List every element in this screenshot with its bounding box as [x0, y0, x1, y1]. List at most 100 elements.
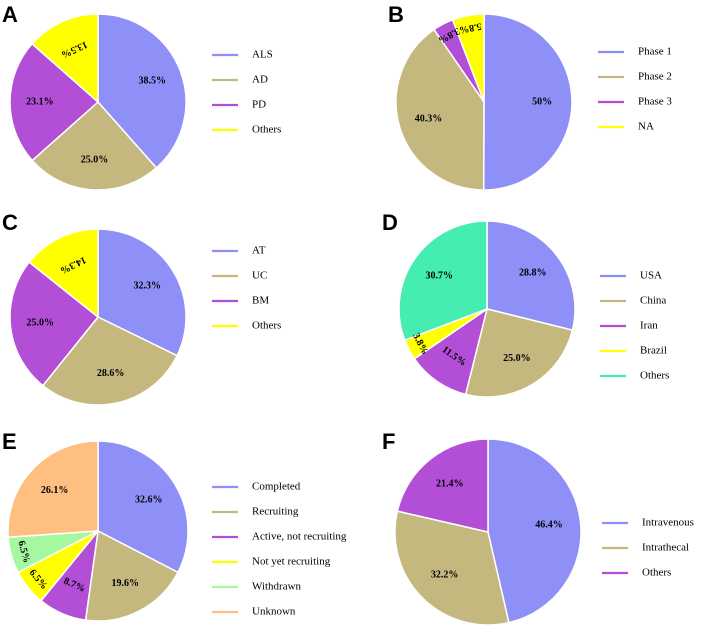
slice-label-recruiting: 19.6% [112, 578, 140, 589]
slice-label-bm: 25.0% [27, 318, 55, 329]
legend-label: Unknown [252, 606, 296, 618]
legend-label: AD [252, 74, 268, 86]
pie-slice-phase-2 [395, 28, 485, 191]
legend-label: Iran [640, 320, 658, 332]
pie-slices [7, 440, 189, 622]
pie-slice-unknown [7, 440, 99, 539]
slice-label-intrathecal: 32.2% [431, 570, 459, 581]
slice-label-unknown: 26.1% [41, 485, 69, 496]
pie-slices [394, 438, 582, 626]
slice-label-pd: 23.1% [26, 96, 54, 107]
pie-slice-china [464, 308, 574, 398]
legend-label: Phase 3 [638, 96, 672, 108]
legend-label: Withdrawn [252, 581, 302, 593]
pie-slice-others [30, 13, 99, 104]
pie-slice-others [28, 228, 99, 319]
legend-label: Others [642, 567, 671, 579]
pie-slice-intravenous [487, 438, 582, 624]
legend-item-unknown: Unknown [212, 606, 296, 618]
legend-item-others: Others [212, 320, 281, 332]
legend-label: ALS [252, 49, 273, 61]
pie-slice-bm [9, 261, 100, 387]
legend-item-ad: AD [212, 74, 268, 86]
legend-item-others: Others [212, 124, 281, 136]
legend-label: Recruiting [252, 506, 299, 518]
legend-label: Intravenous [642, 517, 694, 529]
panel-c: C 32.3% 28.6% 25.0% 14.3% AT UC BM Others [0, 205, 354, 415]
slice-label-at: 32.3% [134, 281, 162, 292]
legend-item-withdrawn: Withdrawn [212, 581, 302, 593]
legend-item-intrathecal: Intrathecal [602, 542, 689, 554]
panel-letter: B [388, 2, 404, 27]
pie-slice-phase-1 [482, 13, 573, 191]
legend-item-phase-2: Phase 2 [598, 71, 672, 83]
slice-label-others: 21.4% [436, 478, 464, 489]
legend-item-usa: USA [600, 270, 662, 282]
panel-letter: A [2, 2, 18, 27]
legend-item-uc: UC [212, 270, 267, 282]
legend-item-not-yet-recruiting: Not yet recruiting [212, 556, 331, 568]
panel-letter: C [2, 210, 18, 235]
pie-chart-e: 32.6%19.6%8.7%6.5%6.5%26.1% CompletedRecr… [7, 440, 347, 622]
pie-slice-pd [9, 42, 100, 162]
legend-item-pd: PD [212, 99, 266, 111]
slice-labels: 46.4% 32.2% 21.4% [431, 478, 563, 580]
legend-label: Others [640, 370, 669, 382]
pie-slice-usa [486, 220, 576, 332]
legend: AT UC BM Others [212, 245, 281, 332]
pie-slices [395, 13, 573, 191]
panel-letter: E [2, 429, 17, 454]
legend-item-phase-3: Phase 3 [598, 96, 672, 108]
legend-label: Brazil [640, 345, 667, 357]
slice-label-intravenous: 46.4% [535, 519, 563, 530]
pie-slices [398, 220, 576, 398]
legend-label: AT [252, 245, 266, 257]
legend-label: BM [252, 295, 269, 307]
legend-label: Active, not recruiting [252, 531, 347, 543]
legend-item-active-not-recruiting: Active, not recruiting [212, 531, 347, 543]
pie-slice-na [451, 13, 485, 103]
pie-slice-completed [97, 440, 189, 574]
legend-label: Not yet recruiting [252, 556, 331, 568]
legend-item-others: Others [602, 567, 671, 579]
legend-label: USA [640, 270, 662, 282]
legend-item-recruiting: Recruiting [212, 506, 299, 518]
slice-label-als: 38.5% [139, 76, 167, 87]
slice-label-na: 5.8% [458, 20, 482, 35]
pie-slice-uc [41, 316, 179, 406]
panel-d: D 28.8% 25.0% 11.5% 3.8% 30.7% USA China Iran Br… [354, 205, 708, 415]
legend-item-at: AT [212, 245, 266, 257]
legend-item-brazil: Brazil [600, 345, 667, 357]
panel-f: F 46.4% 32.2% 21.4% Intravenous Intrathecal O… [354, 425, 708, 639]
pie-slice-iran [413, 307, 489, 396]
legend-item-completed: Completed [212, 481, 301, 493]
pie-chart-d: 28.8%25.0%11.5%3.8%30.7% USAChinaIranBraz… [398, 220, 669, 398]
legend-item-others: Others [600, 370, 669, 382]
slice-label-phase-1: 50% [532, 96, 552, 107]
panel-letter: F [382, 429, 396, 454]
slice-label-china: 25.0% [503, 353, 531, 364]
slice-label-completed: 32.6% [135, 494, 163, 505]
legend: USA China Iran Brazil Others [600, 270, 669, 382]
legend-label: UC [252, 270, 267, 282]
legend-label: Others [252, 124, 281, 136]
legend: ALS AD PD Others [212, 49, 281, 136]
legend-label: Completed [252, 481, 301, 493]
legend-label: Others [252, 320, 281, 332]
pie-slice-recruiting [84, 529, 179, 622]
legend-item-intravenous: Intravenous [602, 517, 694, 529]
legend: Phase 1 Phase 2 Phase 3 NA [598, 46, 672, 133]
legend-label: Phase 1 [638, 46, 672, 58]
legend-label: PD [252, 99, 266, 111]
pie-slices [9, 228, 187, 406]
slice-label-phase-2: 40.3% [415, 113, 443, 124]
slice-label-ad: 25.0% [81, 154, 109, 165]
legend-item-bm: BM [212, 295, 269, 307]
legend-item-na: NA [598, 121, 654, 133]
pie-slice-als [97, 13, 187, 169]
legend-item-iran: Iran [600, 320, 658, 332]
legend-item-als: ALS [212, 49, 273, 61]
pie-slice-ad [31, 100, 158, 191]
